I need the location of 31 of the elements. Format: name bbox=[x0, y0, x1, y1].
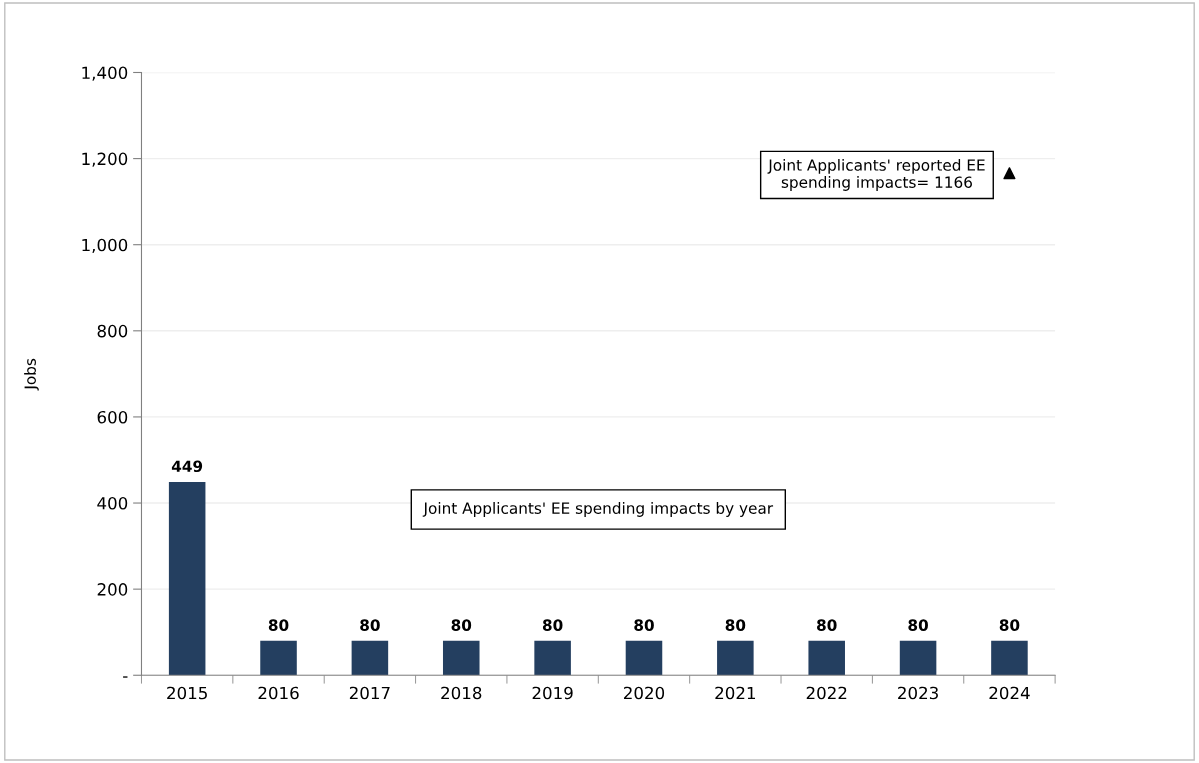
data-label: 449 bbox=[171, 460, 203, 473]
data-label: 80 bbox=[999, 619, 1020, 631]
y-tick-label: - bbox=[123, 676, 128, 678]
data-label: 80 bbox=[360, 619, 380, 631]
y-axis-title: Jobs bbox=[24, 358, 39, 391]
x-tick-label: 2015 bbox=[167, 686, 207, 700]
y-tick-label: 600 bbox=[97, 410, 128, 424]
data-label: 80 bbox=[817, 619, 837, 631]
x-tick-label: 2022 bbox=[806, 686, 847, 700]
x-tick-label: 2023 bbox=[898, 686, 938, 700]
x-tick-label: 2024 bbox=[989, 686, 1030, 700]
x-tick-label: 2021 bbox=[715, 686, 756, 700]
y-tick-label: 200 bbox=[97, 583, 128, 596]
data-label: 80 bbox=[268, 619, 289, 631]
y-tick-label: 1,000 bbox=[82, 238, 128, 253]
y-tick-label: 1,200 bbox=[82, 152, 128, 167]
y-tick-label: 800 bbox=[97, 324, 128, 338]
y-tick-label: 400 bbox=[97, 497, 128, 510]
annotation: Joint Applicants' EE spending impacts by year bbox=[422, 502, 774, 517]
data-label: 80 bbox=[725, 619, 746, 631]
x-tick-label: 2018 bbox=[441, 686, 482, 700]
x-tick-label: 2016 bbox=[258, 686, 299, 700]
data-label: 80 bbox=[451, 619, 472, 631]
data-label: 80 bbox=[634, 619, 654, 631]
annotation: Joint Applicants' reported EE spending impacts= 1166 bbox=[767, 159, 985, 191]
x-tick-label: 2019 bbox=[532, 686, 573, 700]
y-tick-label: 1,400 bbox=[82, 66, 128, 81]
x-tick-label: 2020 bbox=[624, 686, 665, 700]
x-tick-label: 2017 bbox=[349, 686, 390, 700]
data-label: 80 bbox=[542, 619, 563, 631]
data-label: 80 bbox=[908, 619, 928, 631]
